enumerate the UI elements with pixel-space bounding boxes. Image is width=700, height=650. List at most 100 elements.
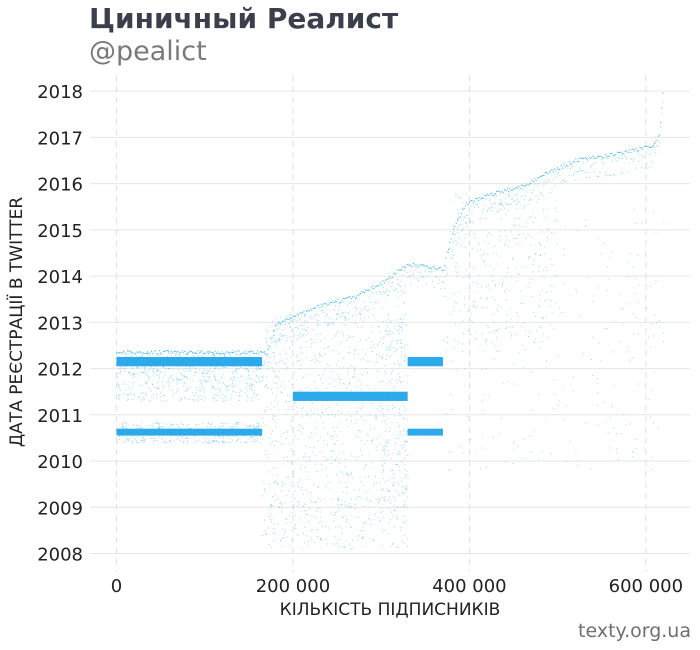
data-point-1310 xyxy=(328,406,330,408)
data-point-1329 xyxy=(366,497,368,499)
data-point-1864 xyxy=(396,546,398,548)
data-point-1385 xyxy=(338,378,340,380)
data-point-387 xyxy=(192,399,193,401)
data-point-1300 xyxy=(315,455,317,457)
data-point-2101 xyxy=(481,434,483,436)
data-point-1959 xyxy=(403,492,405,494)
data-point-2407 xyxy=(499,328,501,330)
data-point-918 xyxy=(282,443,284,445)
data-point-2909 xyxy=(316,323,318,325)
data-point-3258 xyxy=(546,172,548,174)
data-point-3211 xyxy=(514,194,516,196)
data-point-3198 xyxy=(506,188,508,190)
data-point-1514 xyxy=(298,360,300,362)
data-point-2161 xyxy=(470,334,472,335)
data-point-1203 xyxy=(330,482,332,484)
data-point-441 xyxy=(212,370,214,372)
data-point-301 xyxy=(168,386,170,388)
data-point-2818 xyxy=(257,350,259,352)
data-point-2847 xyxy=(275,345,277,346)
data-point-1295 xyxy=(401,329,403,331)
data-point-3224 xyxy=(523,185,525,187)
data-point-59 xyxy=(232,350,234,352)
data-point-2539 xyxy=(550,305,552,307)
data-point-1774 xyxy=(270,546,272,548)
data-point-457 xyxy=(253,393,255,395)
data-point-1779 xyxy=(279,503,281,505)
data-point-286 xyxy=(156,387,157,389)
data-point-1291 xyxy=(346,487,348,489)
data-point-2159 xyxy=(550,453,552,455)
data-point-2294 xyxy=(647,336,649,338)
data-point-2740 xyxy=(205,352,207,354)
data-point-1438 xyxy=(403,457,405,459)
data-point-2374 xyxy=(541,290,543,292)
data-point-1179 xyxy=(388,318,390,320)
data-point-3097 xyxy=(440,288,442,290)
data-point-1542 xyxy=(379,435,380,437)
data-point-2309 xyxy=(596,383,598,385)
data-point-975 xyxy=(310,388,312,390)
data-point-2796 xyxy=(242,352,244,354)
data-point-896 xyxy=(370,467,372,469)
data-point-1102 xyxy=(378,326,380,328)
data-point-297 xyxy=(251,400,253,402)
data-point-16 xyxy=(139,384,141,386)
data-point-2646 xyxy=(143,352,144,354)
data-point-61 xyxy=(161,400,163,402)
data-point-2013 xyxy=(384,481,386,483)
data-point-2891 xyxy=(304,315,306,317)
data-point-2434 xyxy=(516,280,518,282)
data-point-3373 xyxy=(622,157,624,159)
data-point-2833 xyxy=(266,356,268,358)
data-point-1051 xyxy=(285,400,287,402)
data-point-1259 xyxy=(326,475,328,477)
data-point-2998 xyxy=(375,285,377,287)
data-point-1005 xyxy=(277,402,279,404)
data-point-2768 xyxy=(224,353,225,355)
data-point-2087 xyxy=(597,237,599,239)
data-point-694 xyxy=(135,428,137,429)
data-point-2465 xyxy=(535,253,537,255)
data-point-1184 xyxy=(382,358,384,360)
data-point-2292 xyxy=(616,452,618,454)
data-point-3063 xyxy=(418,280,420,281)
data-point-395 xyxy=(240,375,242,377)
data-point-279 xyxy=(140,392,142,394)
data-point-723 xyxy=(236,423,238,425)
data-point-169 xyxy=(261,380,262,382)
data-point-3311 xyxy=(580,170,582,172)
data-point-103 xyxy=(252,353,254,355)
data-point-2732 xyxy=(200,351,202,353)
data-point-3173 xyxy=(489,208,491,210)
data-point-112 xyxy=(221,350,222,352)
data-point-3298 xyxy=(572,161,574,163)
data-point-1153 xyxy=(337,410,339,412)
data-point-2994 xyxy=(373,288,375,289)
data-point-2088 xyxy=(663,223,665,225)
data-point-1789 xyxy=(298,501,300,502)
data-point-2831 xyxy=(265,363,267,365)
data-point-2009 xyxy=(383,336,385,337)
data-point-3261 xyxy=(547,178,549,180)
data-point-370 xyxy=(121,354,123,356)
data-point-359 xyxy=(186,387,188,389)
data-point-1461 xyxy=(311,492,313,494)
data-point-1544 xyxy=(304,315,306,317)
data-point-1808 xyxy=(358,534,360,536)
data-point-1613 xyxy=(327,458,329,460)
data-point-2357 xyxy=(499,203,501,205)
data-point-684 xyxy=(187,442,189,444)
data-point-125 xyxy=(232,387,234,389)
data-point-2970 xyxy=(357,295,359,296)
data-point-1942 xyxy=(398,412,400,414)
data-point-435 xyxy=(205,380,207,382)
data-point-391 xyxy=(223,400,224,402)
data-point-149 xyxy=(175,376,177,378)
data-point-2154 xyxy=(443,339,445,341)
data-point-3025 xyxy=(393,289,395,291)
data-point-80 xyxy=(130,394,132,396)
data-point-3297 xyxy=(571,166,573,168)
data-point-1344 xyxy=(395,438,397,439)
data-point-986 xyxy=(340,412,342,414)
